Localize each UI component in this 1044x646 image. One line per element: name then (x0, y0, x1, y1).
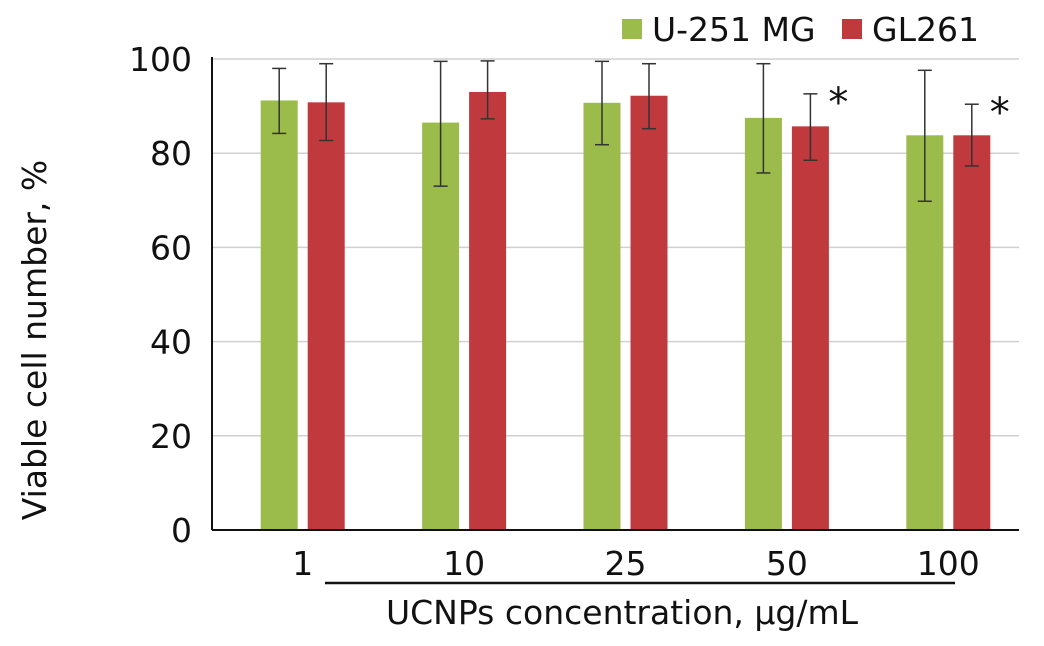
x-tick-labels: 1 10 25 50 100 (292, 544, 980, 583)
x-tick-label: 10 (443, 544, 485, 583)
bar-gl261-10 (469, 91, 507, 530)
x-tick-label: 25 (605, 544, 647, 583)
axes (211, 57, 1019, 585)
significance-star: * (990, 90, 1010, 136)
error-bar (964, 103, 979, 167)
legend-label: U-251 MG (652, 10, 816, 49)
error-bar (319, 62, 334, 142)
y-tick-label: 0 (171, 511, 192, 550)
x-axis-label: UCNPs concentration, μg/mL (386, 593, 859, 632)
legend-label: GL261 (872, 10, 979, 49)
legend-item-gl261: GL261 (842, 10, 979, 49)
bars (260, 91, 991, 531)
x-tick-label: 100 (917, 544, 980, 583)
bar-gl261-1 (307, 102, 345, 530)
significance-markers: * * (828, 80, 1009, 136)
x-tick-label: 1 (292, 544, 313, 583)
x-tick-label: 50 (766, 544, 808, 583)
legend-item-u-251-mg: U-251 MG (622, 10, 816, 49)
significance-star: * (828, 80, 848, 126)
error-bar (480, 60, 495, 120)
error-bar (642, 62, 656, 130)
bar-gl261-100 (953, 135, 991, 530)
error-bar (272, 67, 287, 135)
legend-swatch (842, 19, 862, 39)
y-tick-label: 80 (150, 134, 192, 173)
error-bar (595, 60, 609, 146)
y-tick-labels: 0 20 40 60 80 100 (129, 40, 192, 550)
y-tick-label: 100 (129, 40, 192, 79)
y-axis-label: Viable cell number, % (15, 160, 54, 521)
error-bar (917, 69, 932, 202)
error-bar (756, 62, 771, 174)
legend-swatch (622, 19, 642, 39)
bar-u-251-mg-25 (583, 102, 621, 530)
bar-gl261-25 (630, 95, 668, 530)
y-tick-label: 40 (150, 323, 192, 362)
bar-u-251-mg-10 (422, 122, 460, 531)
error-bar (803, 93, 818, 162)
error-bars (272, 60, 979, 202)
bar-gl261-50 (791, 126, 829, 530)
legend: U-251 MG GL261 (622, 10, 979, 49)
bar-u-251-mg-50 (744, 117, 782, 530)
y-tick-label: 60 (150, 228, 192, 267)
error-bar (433, 60, 448, 187)
bar-u-251-mg-1 (260, 100, 298, 530)
y-tick-label: 20 (150, 417, 192, 456)
